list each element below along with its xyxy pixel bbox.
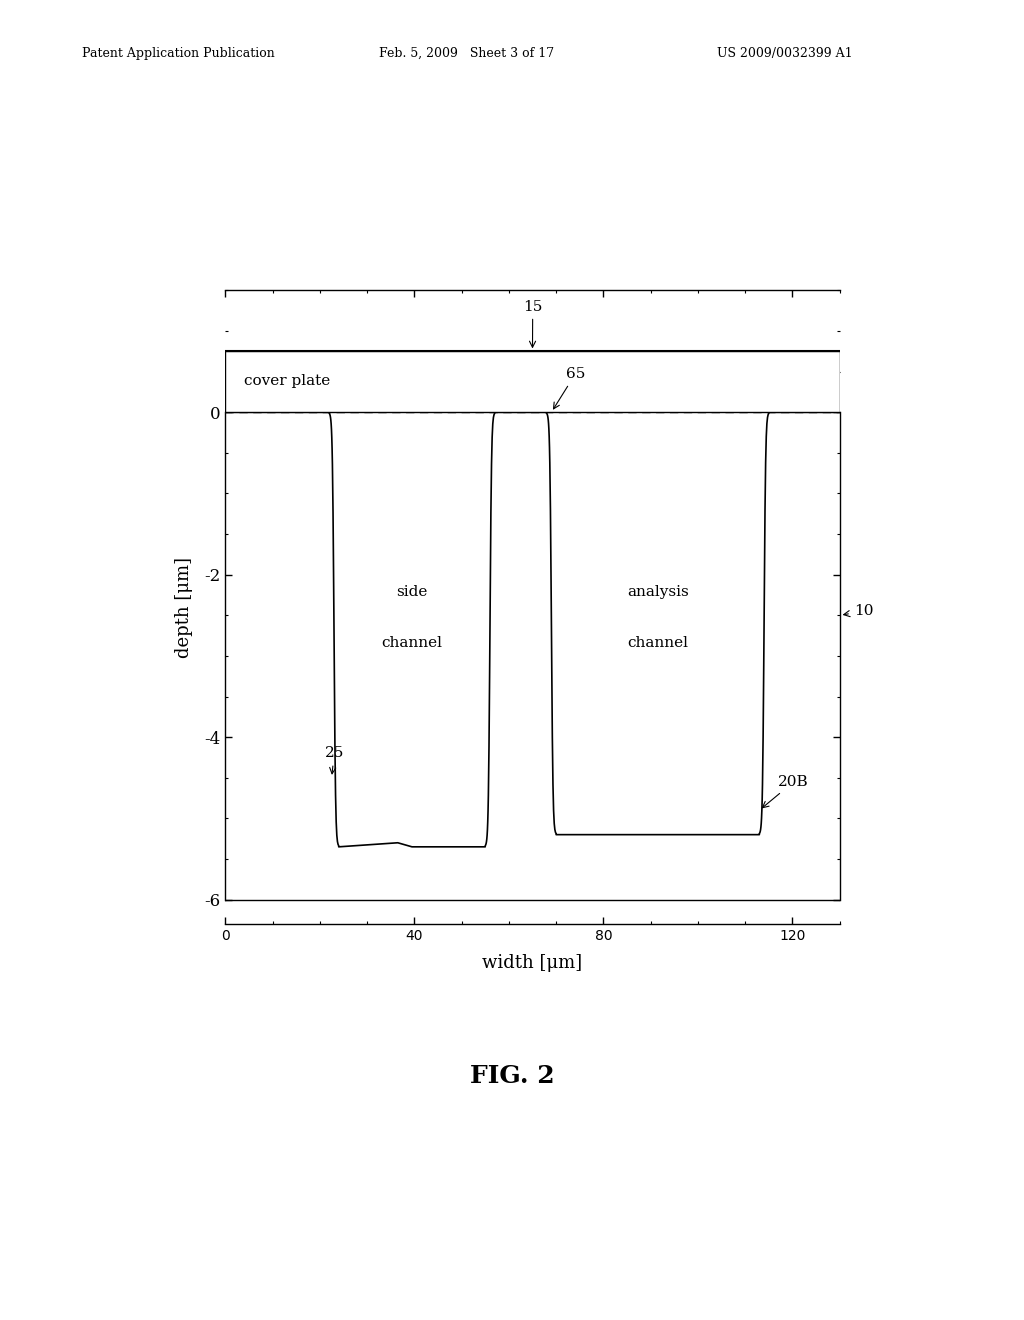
Text: 25: 25 (325, 747, 344, 774)
Text: 20B: 20B (763, 775, 809, 808)
Text: Feb. 5, 2009   Sheet 3 of 17: Feb. 5, 2009 Sheet 3 of 17 (379, 46, 554, 59)
Text: cover plate: cover plate (244, 375, 331, 388)
Text: side: side (396, 585, 428, 599)
Y-axis label: depth [μm]: depth [μm] (175, 557, 194, 657)
Text: analysis: analysis (627, 585, 688, 599)
Text: Patent Application Publication: Patent Application Publication (82, 46, 274, 59)
Text: 15: 15 (523, 300, 543, 347)
Bar (225, 351, 840, 412)
Text: 10: 10 (844, 605, 873, 618)
Text: US 2009/0032399 A1: US 2009/0032399 A1 (717, 46, 852, 59)
X-axis label: width [μm]: width [μm] (482, 954, 583, 972)
Text: channel: channel (628, 636, 688, 649)
Text: channel: channel (382, 636, 442, 649)
Text: FIG. 2: FIG. 2 (470, 1064, 554, 1088)
Text: 65: 65 (554, 367, 585, 409)
